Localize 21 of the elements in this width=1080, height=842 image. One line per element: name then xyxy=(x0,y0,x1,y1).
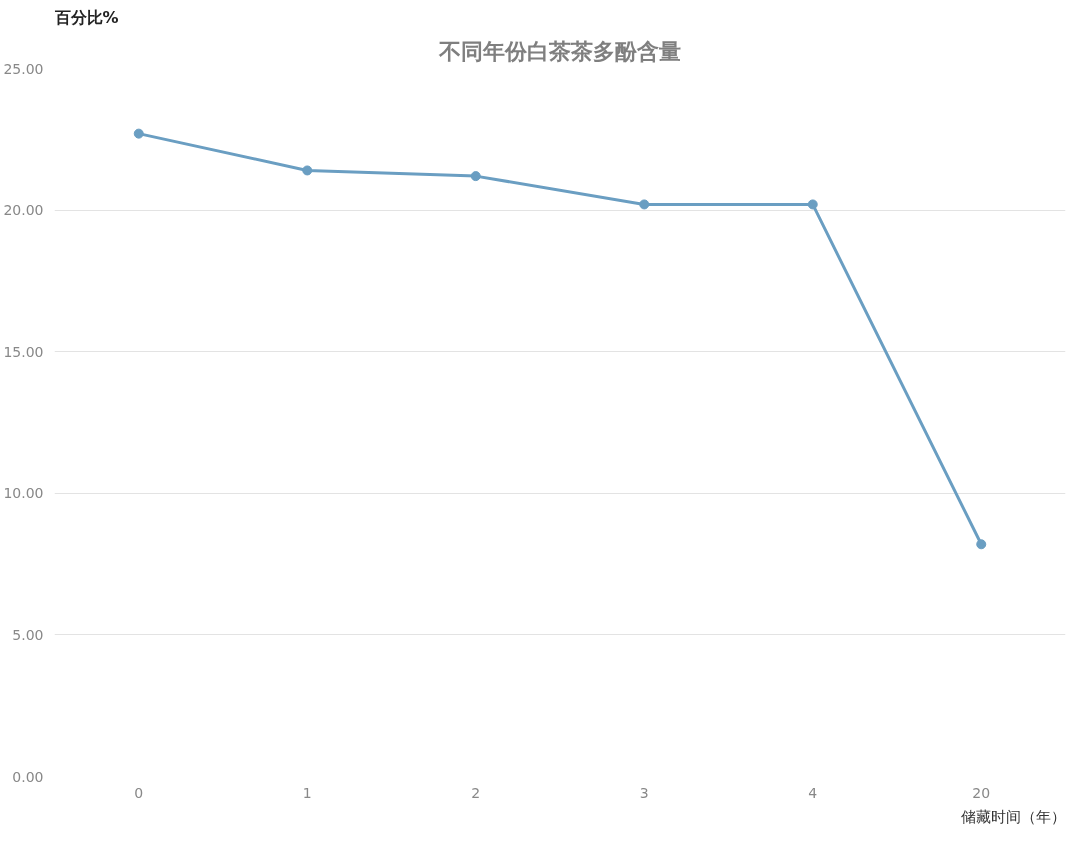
y-tick-label: 20.00 xyxy=(3,202,44,219)
point xyxy=(639,199,650,210)
x-tick-label: 1 xyxy=(302,784,312,801)
x-tick-label: 0 xyxy=(134,784,144,801)
x-tick-label: 3 xyxy=(639,784,649,801)
point xyxy=(470,171,481,182)
x-tick-label: 20 xyxy=(972,784,991,801)
x-tick-label: 4 xyxy=(808,784,818,801)
y-tick-label: 5.00 xyxy=(12,626,44,643)
point xyxy=(976,539,987,550)
x-axis-title: 储藏时间（年） xyxy=(960,807,1066,826)
x-tick-label: 2 xyxy=(471,784,481,801)
y-tick-label: 25.00 xyxy=(3,60,44,77)
y-axis-title: 百分比% xyxy=(53,7,119,27)
y-tick-label: 10.00 xyxy=(3,485,44,502)
y-tick-label: 15.00 xyxy=(3,343,44,360)
point xyxy=(133,128,144,139)
y-tick-label: 0.00 xyxy=(12,768,44,785)
chart-title: 不同年份白茶茶多酚含量 xyxy=(438,38,681,64)
point xyxy=(302,165,313,176)
point xyxy=(807,199,818,210)
